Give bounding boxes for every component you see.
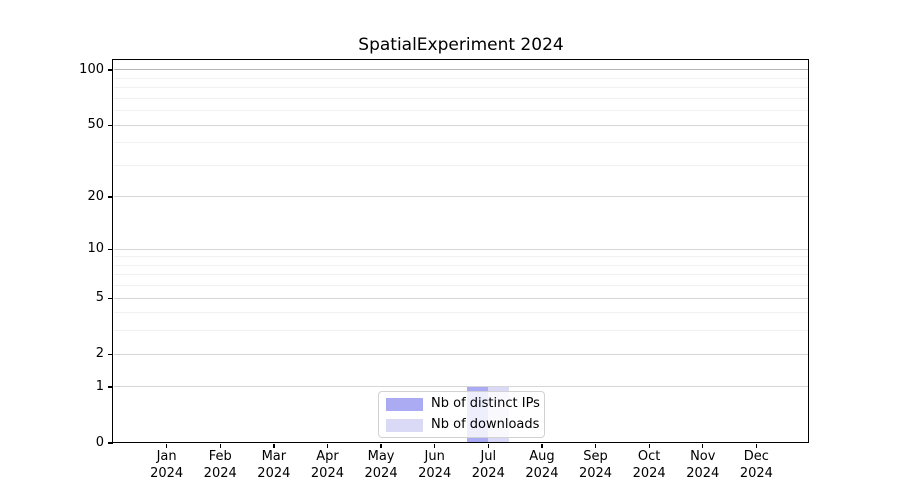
y-tick-2 — [108, 353, 113, 355]
major-gridline-50 — [114, 124, 809, 126]
x-tick-label-mar: Mar 2024 — [257, 449, 291, 481]
x-tick-label-feb: Feb 2024 — [203, 449, 237, 481]
y-tick-label-100: 100 — [79, 61, 104, 77]
major-gridline-5 — [114, 297, 809, 299]
x-tick-label-jun: Jun 2024 — [418, 449, 452, 481]
y-tick-label-50: 50 — [87, 117, 104, 133]
legend: Nb of distinct IPs Nb of downloads — [378, 391, 545, 438]
y-tick-100 — [108, 69, 113, 71]
legend-item-nb-of-downloads: Nb of downloads — [386, 415, 540, 435]
major-gridline-100 — [114, 69, 809, 71]
x-tick-oct — [648, 443, 650, 448]
minor-gridline-70 — [114, 97, 809, 99]
minor-gridline-60 — [114, 110, 809, 112]
major-gridline-20 — [114, 196, 809, 198]
x-tick-label-nov: Nov 2024 — [686, 449, 720, 481]
x-tick-dec — [755, 443, 758, 448]
x-tick-may — [380, 443, 382, 448]
y-tick-0 — [108, 442, 113, 444]
x-tick-label-jul: Jul 2024 — [471, 449, 505, 481]
y-tick-20 — [108, 196, 113, 198]
legend-swatch-icon — [386, 418, 423, 432]
legend-swatch-icon — [386, 397, 423, 411]
major-gridline-10 — [114, 248, 809, 250]
x-tick-label-jan: Jan 2024 — [150, 449, 184, 481]
minor-gridline-40 — [114, 142, 809, 144]
y-tick-label-0: 0 — [95, 435, 104, 450]
minor-gridline-3 — [114, 330, 809, 332]
y-tick-label-2: 2 — [95, 346, 104, 362]
y-tick-label-5: 5 — [95, 290, 104, 306]
minor-gridline-8 — [114, 264, 809, 266]
major-gridline-1 — [114, 386, 809, 388]
major-gridline-2 — [114, 353, 809, 355]
x-tick-apr — [326, 443, 329, 448]
y-tick-10 — [108, 248, 113, 250]
y-tick-label-10: 10 — [87, 241, 104, 257]
x-tick-jul — [487, 443, 489, 448]
minor-gridline-9 — [114, 256, 809, 258]
minor-gridline-4 — [114, 312, 809, 314]
y-tick-label-1: 1 — [95, 378, 104, 394]
x-tick-feb — [219, 443, 221, 448]
x-tick-jun — [434, 443, 436, 448]
x-tick-sep — [594, 443, 597, 448]
legend-item-nb-of-distinct-ips: Nb of distinct IPs — [386, 394, 540, 414]
x-tick-label-oct: Oct 2024 — [632, 449, 666, 481]
minor-gridline-6 — [114, 285, 809, 287]
x-tick-label-may: May 2024 — [364, 449, 398, 481]
y-tick-1 — [108, 386, 113, 388]
legend-label: Nb of distinct IPs — [431, 396, 540, 411]
minor-gridline-90 — [114, 77, 809, 79]
minor-gridline-30 — [114, 164, 809, 166]
y-tick-label-20: 20 — [87, 188, 104, 204]
x-tick-mar — [273, 443, 275, 448]
legend-label: Nb of downloads — [431, 417, 540, 432]
x-tick-label-dec: Dec 2024 — [739, 449, 773, 481]
x-tick-label-aug: Aug 2024 — [525, 449, 559, 481]
x-tick-aug — [541, 443, 543, 448]
y-tick-5 — [108, 297, 113, 299]
x-tick-jan — [166, 443, 168, 448]
x-tick-label-apr: Apr 2024 — [310, 449, 344, 481]
minor-gridline-80 — [114, 87, 809, 89]
x-tick-label-sep: Sep 2024 — [578, 449, 613, 481]
x-tick-nov — [702, 443, 704, 448]
y-tick-50 — [108, 124, 113, 126]
minor-gridline-7 — [114, 274, 809, 276]
chart-title: SpatialExperiment 2024 — [358, 35, 564, 55]
